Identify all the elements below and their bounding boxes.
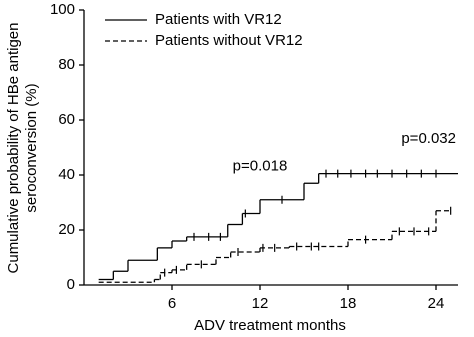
x-tick-label: 6 [168, 295, 176, 312]
y-tick-label: 60 [58, 111, 75, 128]
x-axis-label: ADV treatment months [194, 317, 346, 334]
y-tick-label: 100 [50, 1, 75, 18]
annotation: p=0.032 [401, 130, 456, 147]
x-tick-label: 24 [428, 295, 445, 312]
y-axis-label-line: Cumulative probability of HBe antigen [5, 23, 22, 274]
annotation: p=0.018 [233, 158, 288, 175]
x-tick-label: 12 [252, 295, 269, 312]
y-axis-label: Cumulative probability of HBe antigen se… [5, 23, 40, 274]
y-tick-label: 20 [58, 221, 75, 238]
y-tick-label: 0 [67, 276, 75, 293]
y-axis-label-line: seroconversion (%) [23, 83, 40, 212]
x-tick-label: 18 [340, 295, 357, 312]
y-tick-label: 40 [58, 166, 75, 183]
legend-label: Patients without VR12 [155, 32, 303, 49]
y-tick-label: 80 [58, 56, 75, 73]
legend-label: Patients with VR12 [155, 11, 282, 28]
